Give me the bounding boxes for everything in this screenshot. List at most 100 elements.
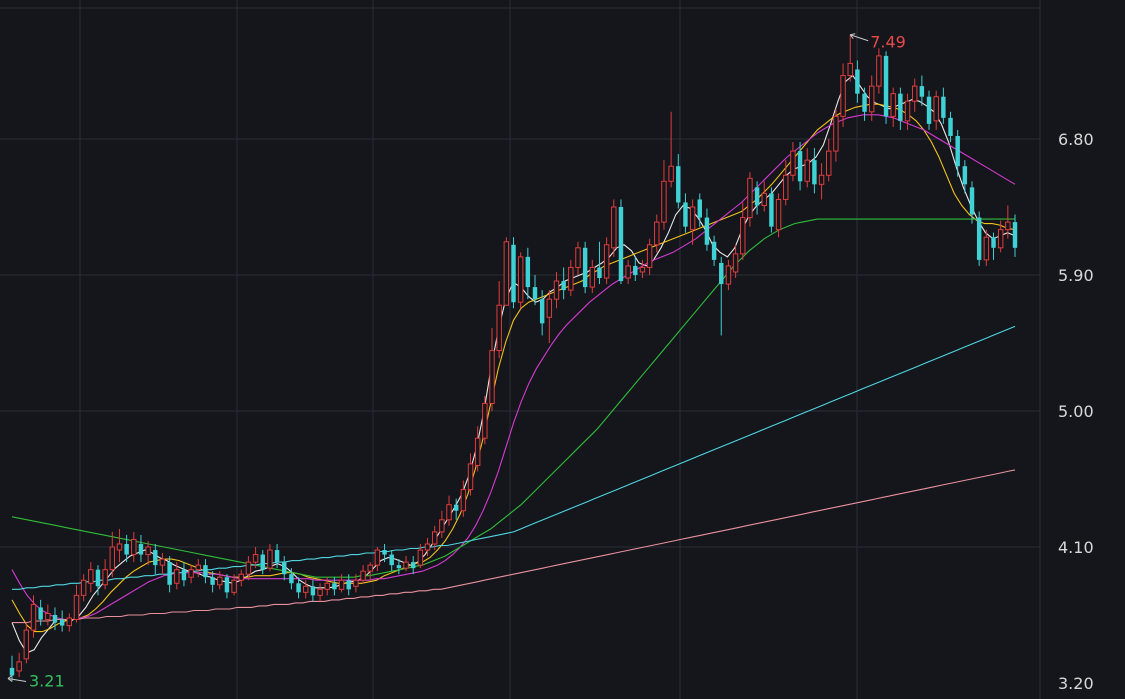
candle [597, 241, 602, 285]
candle-body [625, 265, 631, 279]
candle [289, 568, 294, 590]
candle [933, 90, 939, 130]
candle [904, 93, 911, 130]
candle [217, 571, 223, 590]
candle-body [174, 569, 180, 584]
candle-body [926, 96, 932, 124]
candle [116, 528, 123, 563]
arrow-icon [7, 675, 13, 682]
candle [353, 574, 359, 593]
candle [625, 259, 631, 285]
candle [496, 281, 502, 359]
moving-average-ma60 [11, 218, 1015, 578]
candle-body [597, 267, 602, 279]
candle-body [812, 160, 817, 185]
candle-body [360, 570, 366, 581]
candle [389, 550, 394, 572]
candle [783, 160, 789, 206]
candle [855, 60, 860, 103]
candle-body [747, 177, 753, 219]
candle-body [783, 174, 789, 200]
candle [332, 577, 337, 596]
candle-body [668, 165, 674, 182]
candle-body [697, 199, 702, 218]
candle [840, 63, 846, 127]
candle [410, 556, 416, 575]
candle [474, 426, 481, 472]
candle-body [582, 247, 588, 288]
candle [181, 562, 187, 587]
candle-body [804, 159, 810, 182]
candle-body [289, 574, 294, 584]
candle-body [317, 588, 323, 596]
candle-body [969, 187, 975, 215]
candle-body [467, 463, 474, 491]
candle [926, 90, 932, 130]
candle [725, 259, 732, 291]
candle-body [532, 287, 538, 300]
candle [511, 237, 516, 309]
candle-body [732, 253, 739, 273]
candle-body [453, 504, 459, 511]
candle-body [775, 198, 782, 231]
candle-body [575, 247, 581, 268]
candle-body [654, 221, 660, 246]
y-tick-label: 3.20 [1058, 674, 1094, 693]
candle-body [611, 206, 617, 249]
candle-body [561, 281, 566, 291]
candle [417, 543, 424, 569]
candle-body [704, 217, 710, 245]
candle-body [503, 241, 510, 306]
candle [654, 214, 660, 253]
candle [618, 199, 624, 285]
candle-body [876, 55, 882, 87]
candle-body [474, 437, 481, 466]
candle [883, 51, 889, 124]
candle-body [890, 93, 896, 117]
candle-body [145, 546, 151, 556]
candle [689, 199, 696, 245]
candle-body [689, 206, 696, 231]
candle [983, 229, 990, 266]
candle [453, 498, 459, 520]
candle-body [790, 150, 796, 176]
candle-body [618, 207, 624, 282]
candle-body [303, 585, 309, 593]
candle [467, 453, 474, 496]
candle-body [95, 569, 101, 587]
candle [174, 562, 180, 590]
candle-body [73, 594, 80, 621]
candle-body [847, 62, 853, 77]
candle [754, 181, 760, 215]
candle-body [898, 93, 903, 121]
candle [683, 193, 688, 233]
y-tick-label: 6.80 [1058, 130, 1094, 149]
candle-body [181, 569, 187, 581]
candle [224, 574, 230, 599]
candle [955, 129, 960, 177]
candle [52, 607, 58, 631]
candle-body [217, 576, 223, 586]
candle-body [296, 583, 301, 593]
candle-body [59, 619, 65, 626]
candle [790, 142, 796, 182]
candle [16, 652, 22, 677]
candle [732, 244, 739, 279]
candle [88, 562, 94, 593]
candle [575, 241, 581, 275]
candle [424, 537, 431, 557]
candle [80, 574, 87, 602]
candle-body [603, 244, 610, 279]
candle [589, 259, 596, 294]
candle [553, 271, 560, 309]
candle [962, 160, 968, 194]
candle [131, 531, 137, 563]
candle [167, 556, 172, 593]
candle [267, 543, 273, 572]
moving-average-ma250 [12, 469, 1016, 624]
candle-body [646, 244, 653, 268]
candle-body [396, 565, 402, 569]
candle [568, 259, 574, 297]
candle [911, 78, 918, 112]
